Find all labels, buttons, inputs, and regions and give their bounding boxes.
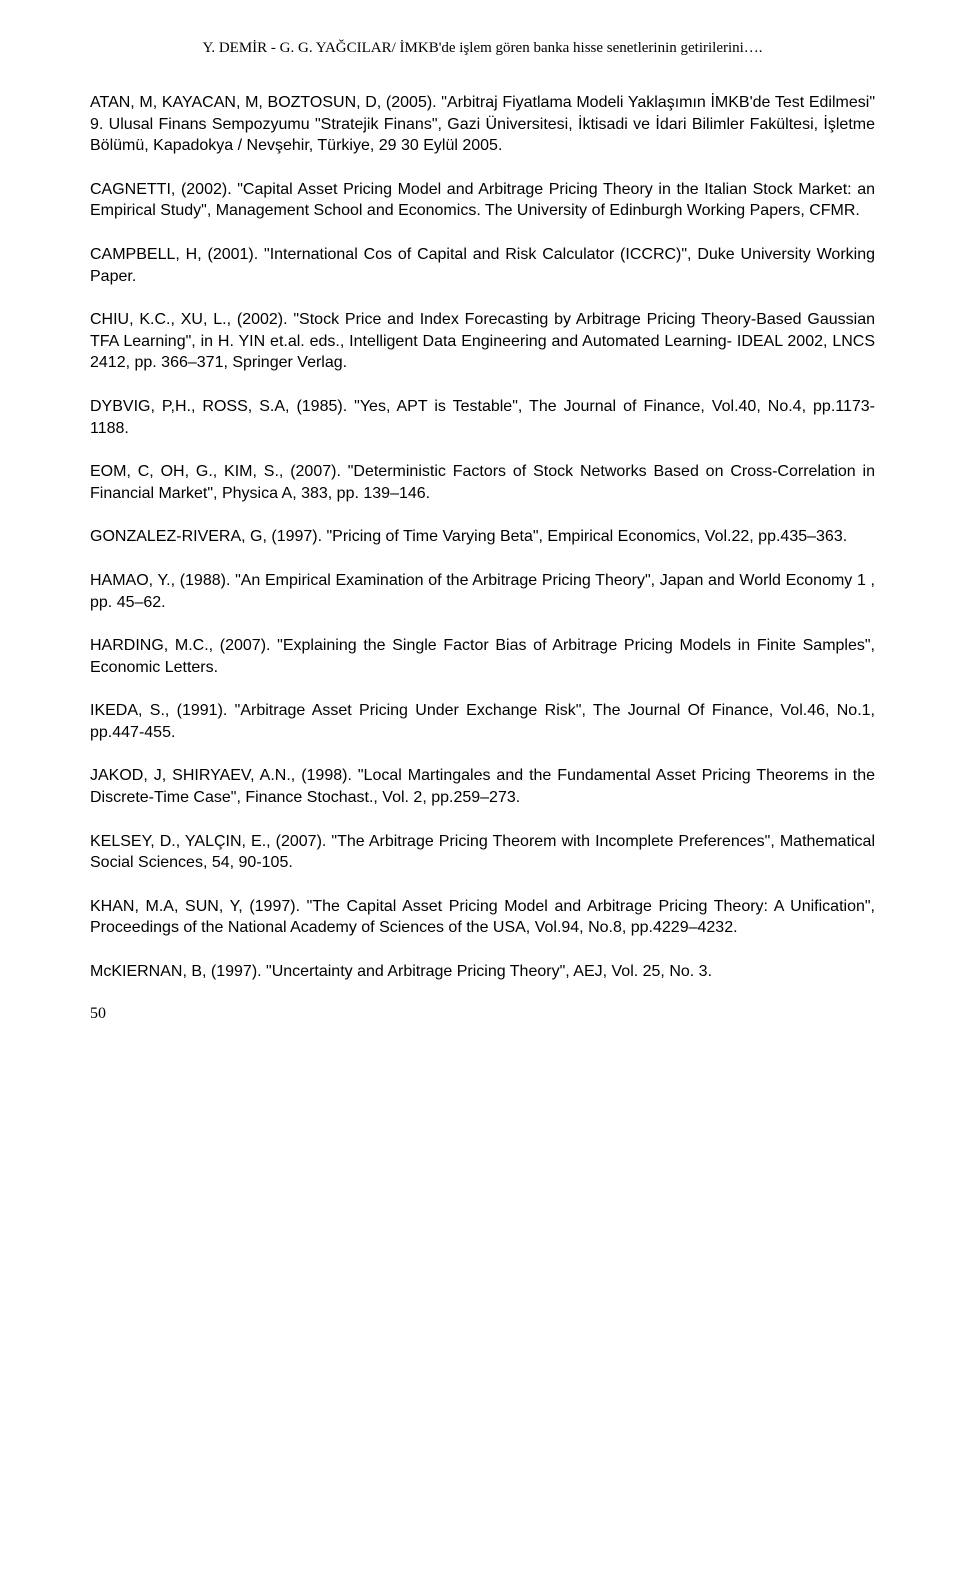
page-number: 50 [90,1005,875,1023]
reference-entry: GONZALEZ-RIVERA, G, (1997). "Pricing of … [90,526,875,548]
reference-entry: ATAN, M, KAYACAN, M, BOZTOSUN, D, (2005)… [90,92,875,157]
reference-entry: HAMAO, Y., (1988). "An Empirical Examina… [90,570,875,613]
reference-entry: EOM, C, OH, G., KIM, S., (2007). "Determ… [90,461,875,504]
reference-entry: KELSEY, D., YALÇIN, E., (2007). "The Arb… [90,831,875,874]
reference-entry: McKIERNAN, B, (1997). "Uncertainty and A… [90,961,875,983]
page-header: Y. DEMİR - G. G. YAĞCILAR/ İMKB'de işlem… [90,40,875,57]
reference-entry: JAKOD, J, SHIRYAEV, A.N., (1998). "Local… [90,765,875,808]
reference-entry: DYBVIG, P,H., ROSS, S.A, (1985). "Yes, A… [90,396,875,439]
reference-entry: CAMPBELL, H, (2001). "International Cos … [90,244,875,287]
reference-entry: CHIU, K.C., XU, L., (2002). "Stock Price… [90,309,875,374]
page-container: Y. DEMİR - G. G. YAĞCILAR/ İMKB'de işlem… [0,0,960,1063]
reference-entry: IKEDA, S., (1991). "Arbitrage Asset Pric… [90,700,875,743]
reference-entry: CAGNETTI, (2002). "Capital Asset Pricing… [90,179,875,222]
reference-entry: HARDING, M.C., (2007). "Explaining the S… [90,635,875,678]
reference-entry: KHAN, M.A, SUN, Y, (1997). "The Capital … [90,896,875,939]
